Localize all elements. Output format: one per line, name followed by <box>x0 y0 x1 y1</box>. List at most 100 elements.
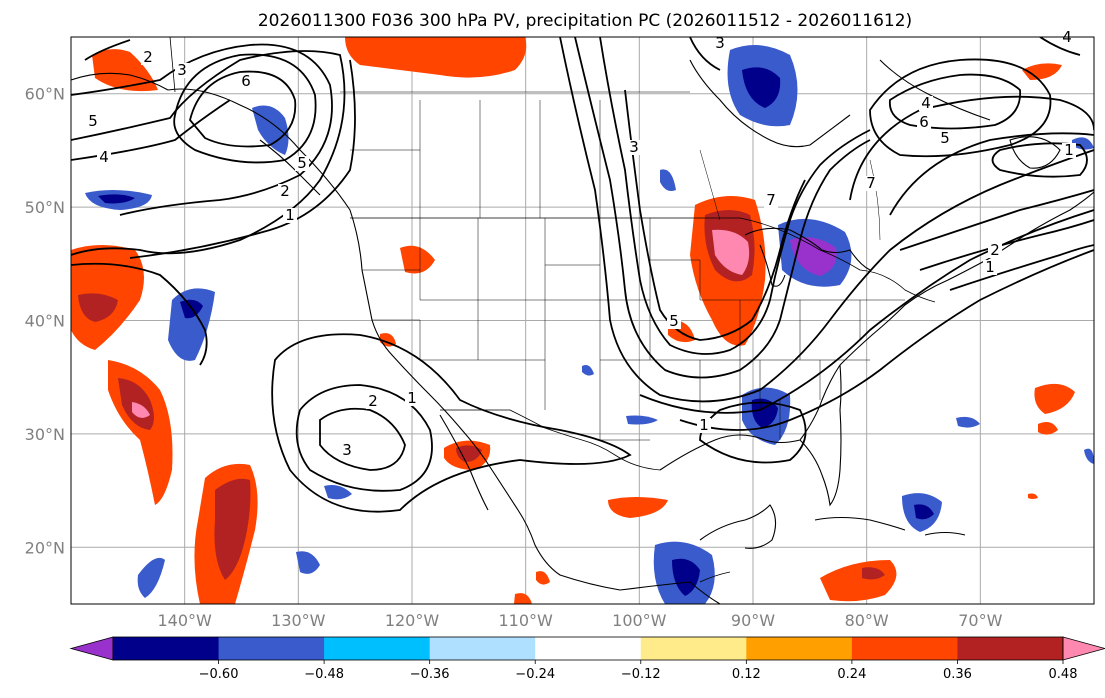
pv-contour <box>919 219 1094 271</box>
pv-contour <box>319 407 406 471</box>
map-frame <box>70 36 1095 605</box>
cuba-line <box>814 516 906 531</box>
mexico-guatemala-border <box>699 571 731 583</box>
precip-blob <box>626 415 658 425</box>
colorbar-segment <box>113 637 220 660</box>
pv-contour <box>889 132 1094 216</box>
colorbar-segment <box>957 637 1064 660</box>
contour-label-bg <box>917 115 931 130</box>
colorbar-tick-label: −0.36 <box>410 667 450 682</box>
country-borders <box>169 37 936 583</box>
precip-blob <box>672 558 700 596</box>
alaska-canada-border <box>169 37 176 93</box>
contour-label-bg <box>983 260 997 275</box>
lat-tick-label: 50°N <box>25 198 65 217</box>
contour-label-bg <box>141 50 155 65</box>
precip-blob <box>536 571 550 585</box>
pv-contour <box>888 73 1021 130</box>
contour-label: 5 <box>669 312 679 330</box>
florida-line <box>799 364 842 507</box>
contour-label: 7 <box>766 191 776 209</box>
latitude-labels: 20°N 30°N 40°N 50°N 60°N <box>25 85 65 558</box>
figure-title: 2026011300 F036 300 hPa PV, precipitatio… <box>258 11 912 31</box>
pv-contour <box>271 333 632 513</box>
pv-contour <box>173 53 317 164</box>
pv-contour <box>295 384 433 492</box>
colorbar-segment <box>640 637 747 660</box>
pv-contour <box>899 189 1094 251</box>
east-coast-line <box>839 191 1094 366</box>
contour-label-bg <box>1062 143 1076 158</box>
precip-blob <box>132 402 150 418</box>
us-mexico-border <box>440 409 661 471</box>
contour-label-bg <box>764 193 778 208</box>
precip-blob <box>92 49 158 92</box>
alaska-line <box>71 72 169 91</box>
contour-label: 2 <box>143 48 153 66</box>
contour-label-bg <box>86 114 100 129</box>
precip-blob <box>456 445 482 462</box>
colorbar-extend-min <box>69 636 114 661</box>
pv-contour <box>849 95 1094 201</box>
precip-blob <box>252 105 289 155</box>
precip-blob <box>608 497 668 518</box>
contour-label-bg <box>938 131 952 146</box>
precip-blob <box>862 567 885 580</box>
precip-blob <box>1038 422 1058 435</box>
pv-contours <box>71 37 1094 513</box>
contour-label: 2 <box>990 241 1000 259</box>
gulf-coast-line <box>659 364 841 471</box>
contour-label-bg <box>405 391 419 406</box>
longitude-labels: 140°W 130°W 120°W 110°W 100°W 90°W 80°W 70°W <box>157 611 1002 630</box>
colorbar-segment <box>535 637 642 660</box>
pv-contour <box>559 37 1094 403</box>
colorbar: −0.60 −0.48 −0.36 −0.24 −0.12 0.12 0.24 0.36 0.4… <box>69 636 1105 682</box>
contour-label: 1 <box>985 258 995 276</box>
pv-contour <box>624 89 806 341</box>
contour-label: 5 <box>88 112 98 130</box>
colorbar-frame <box>112 636 1064 661</box>
colorbar-segment <box>218 637 325 660</box>
contour-label-bg <box>239 74 253 89</box>
colorbar-tick-label: 0.24 <box>837 667 866 682</box>
contour-label: 2 <box>280 182 290 200</box>
precip-blob <box>1034 383 1075 414</box>
precip-blob <box>1084 448 1094 464</box>
contour-label: 1 <box>1064 141 1074 159</box>
contour-label: 2 <box>368 392 378 410</box>
contour-label-bg <box>283 208 297 223</box>
contour-label: 5 <box>297 154 307 172</box>
precip-blob <box>168 288 215 361</box>
pv-contour <box>84 39 131 61</box>
lon-tick-label: 70°W <box>958 611 1002 630</box>
lon-tick-label: 100°W <box>612 611 667 630</box>
colorbar-segment <box>429 637 536 660</box>
precip-blob <box>514 593 532 604</box>
precip-blob <box>400 245 435 274</box>
pv-contour <box>699 401 807 464</box>
lon-tick-label: 130°W <box>271 611 326 630</box>
contour-label-bg <box>627 140 641 155</box>
colorbar-tick-label: −0.24 <box>515 667 555 682</box>
hudson-bay-line <box>689 59 851 148</box>
contour-label: 4 <box>921 94 931 112</box>
precip-blob <box>790 237 837 276</box>
contour-label: 6 <box>919 113 929 131</box>
contour-label: 3 <box>177 61 187 79</box>
lat-tick-label: 30°N <box>25 425 65 444</box>
contour-label: 1 <box>285 206 295 224</box>
colorbar-tick-label: 0.12 <box>732 667 761 682</box>
contour-label-bg <box>919 96 933 111</box>
contour-label-bg <box>988 243 1002 258</box>
precip-blob <box>914 504 934 520</box>
precip-blob <box>78 293 118 322</box>
contour-label-bg <box>278 184 292 199</box>
colorbar-extend-max <box>1062 636 1105 661</box>
lat-tick-label: 20°N <box>25 538 65 557</box>
pv-contour <box>639 209 1094 414</box>
contour-label: 3 <box>715 34 725 52</box>
colorbar-tick-label: −0.12 <box>621 667 661 682</box>
